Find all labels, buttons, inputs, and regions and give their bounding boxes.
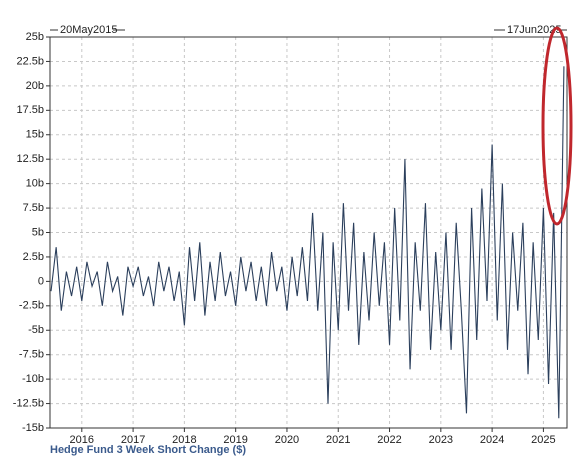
y-tick-label: -7.5b	[19, 349, 44, 361]
y-tick-label: -10b	[22, 373, 44, 385]
x-tick-label: 2018	[172, 434, 196, 446]
x-tick-label: 2023	[429, 434, 453, 446]
y-tick-label: -5b	[28, 324, 44, 336]
x-tick-label: 2019	[223, 434, 247, 446]
highlight-ellipse	[541, 26, 573, 226]
start-date: 20May2015	[60, 24, 118, 36]
y-tick-label: 5b	[32, 226, 44, 238]
y-tick-label: 0	[38, 275, 44, 287]
y-tick-label: 20b	[26, 80, 44, 92]
end-date: 17Jun2025	[507, 24, 561, 36]
x-tick-label: 2017	[121, 434, 145, 446]
x-axis-title: Hedge Fund 3 Week Short Change ($)	[50, 444, 246, 456]
y-tick-label: 10b	[26, 178, 44, 190]
x-tick-label: 2024	[480, 434, 504, 446]
x-tick-label: 2020	[275, 434, 299, 446]
x-tick-label: 2025	[531, 434, 555, 446]
y-tick-label: -12.5b	[13, 397, 44, 409]
grid: -15b -12.5b -10b -7.5b -5b -2.5b 0 2.5b 5b 7.5b 10…	[13, 31, 567, 446]
y-tick-label: 17.5b	[16, 104, 44, 116]
y-tick-label: -2.5b	[19, 300, 44, 312]
x-tick-label: 2016	[70, 434, 94, 446]
data-line	[50, 66, 565, 419]
y-tick-label: 25b	[26, 31, 44, 43]
y-tick-label: 15b	[26, 129, 44, 141]
y-tick-label: 2.5b	[23, 251, 44, 263]
y-tick-label: 7.5b	[23, 202, 44, 214]
y-tick-label: -15b	[22, 422, 44, 434]
x-tick-label: 2021	[326, 434, 350, 446]
plot-frame	[49, 36, 568, 429]
x-tick-label: 2022	[377, 434, 401, 446]
plot	[50, 66, 565, 419]
y-tick-label: 12.5b	[16, 153, 44, 165]
y-tick-label: 22.5b	[16, 55, 44, 67]
